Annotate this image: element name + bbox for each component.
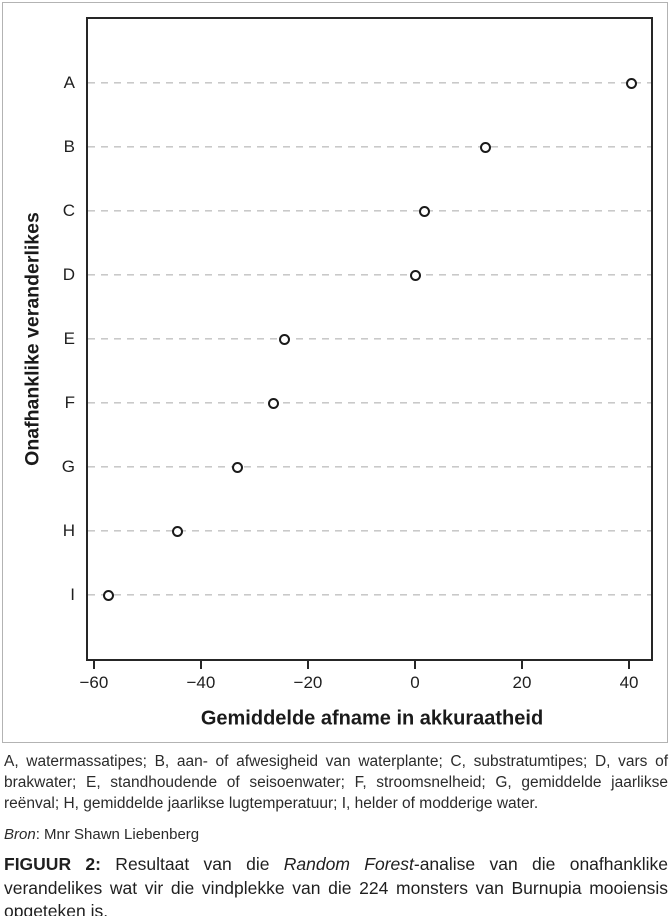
x-tick--60 [92,661,95,669]
data-point-B [480,141,492,153]
gridline-G [88,466,651,468]
gridline-I [88,594,651,596]
data-point-I [102,589,114,601]
x-tick-label-0: 0 [410,673,420,692]
figure-caption: FIGUUR 2: Resultaat van die Random Fores… [4,853,668,916]
gridline-B [88,146,651,148]
y-tick-label-A: A [63,73,75,92]
x-tick-label-20: 20 [512,673,532,692]
y-tick-label-H: H [62,521,75,540]
y-tick-label-F: F [64,393,75,412]
gridline-A [88,82,651,84]
y-tick-label-D: D [62,265,75,284]
x-tick--20 [306,661,309,669]
data-point-E [278,333,290,345]
gridline-D [88,274,651,276]
y-tick-label-G: G [61,457,75,476]
x-tick-20 [521,661,524,669]
text-segment: : Mnr Shawn Liebenberg [35,826,200,843]
text-segment: Resultaat van die [100,854,284,874]
figure-legend-text: A, watermassatipes; B, aan- of afwesighe… [4,753,668,812]
gridline-E [88,338,651,340]
x-tick--40 [199,661,202,669]
text-segment: Bron [4,826,36,843]
text-segment: FIGUUR 2: [4,854,101,874]
x-tick-label--20: −20 [293,673,323,692]
y-tick-label-C: C [62,201,75,220]
data-point-G [232,461,244,473]
data-point-D [410,269,422,281]
x-tick-0 [413,661,416,669]
x-axis-title: Gemiddelde afname in akkuraatheid [200,707,544,730]
data-point-A [625,77,637,89]
y-tick-label-E: E [63,329,75,348]
y-tick-label-B: B [63,137,75,156]
gridline-F [88,402,651,404]
x-tick-40 [628,661,631,669]
y-tick-label-I: I [70,585,75,604]
source-line: Bron: Mnr Shawn Liebenberg [4,824,199,845]
data-point-C [418,205,430,217]
text-segment: Random Forest [283,854,414,874]
plot-area [86,17,653,661]
x-tick-label--40: −40 [186,673,216,692]
text-segment: -analise van die onafhanklike verandelik… [4,854,668,916]
data-point-F [268,397,280,409]
chart-figure: Onafhanklike veranderlikes Gemiddelde af… [2,2,668,743]
data-point-H [172,525,184,537]
gridline-H [88,530,651,532]
x-tick-label-40: 40 [619,673,639,692]
gridline-C [88,210,651,212]
x-tick-label--60: −60 [79,673,109,692]
